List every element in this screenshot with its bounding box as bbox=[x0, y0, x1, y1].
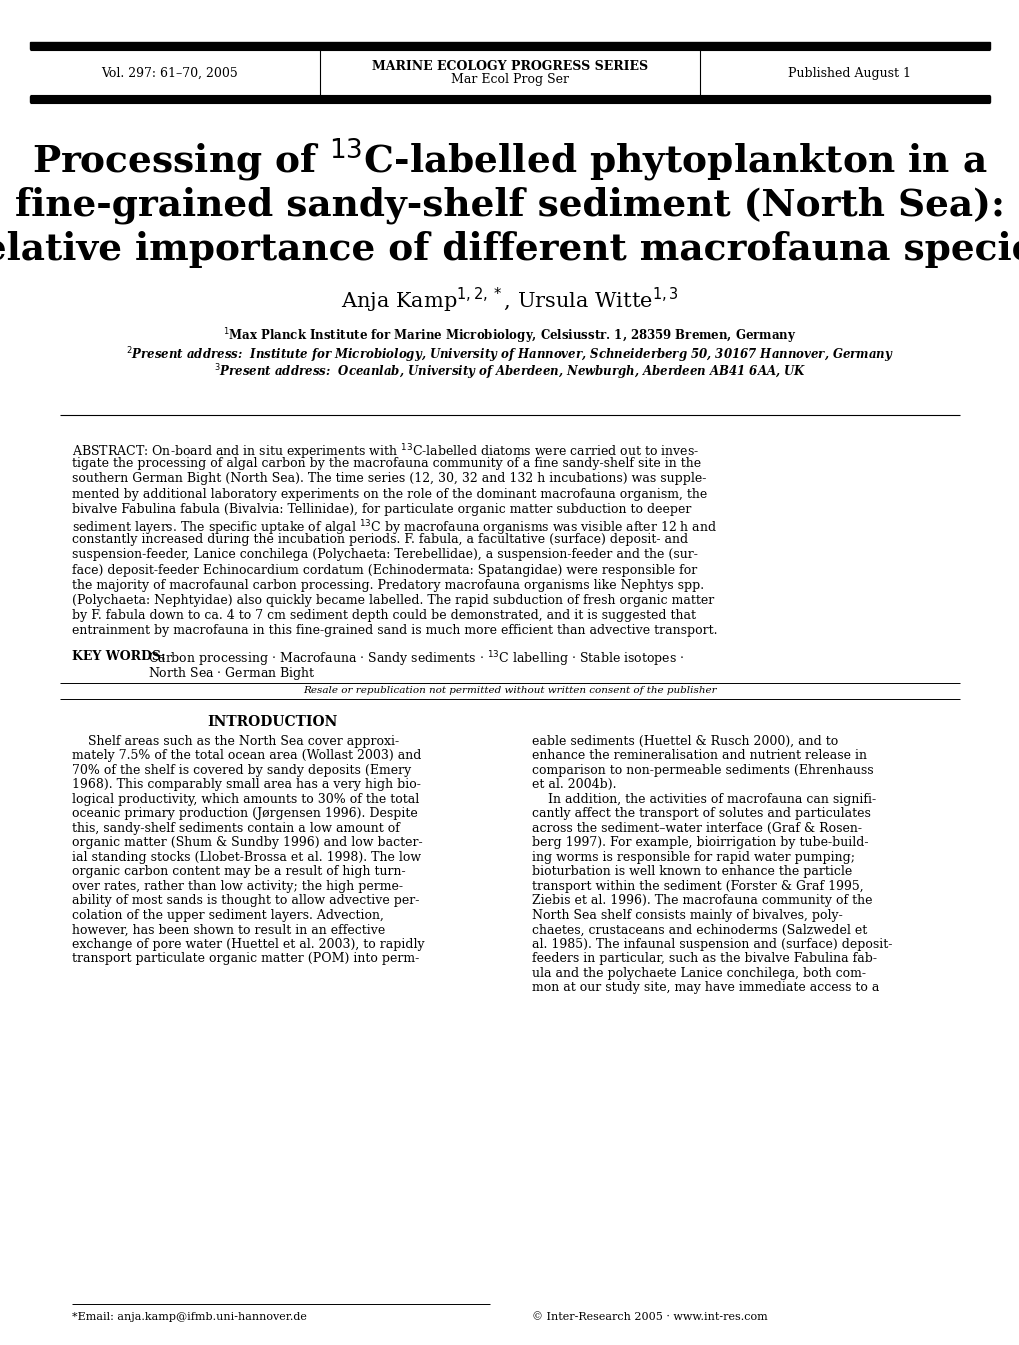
Text: Carbon processing $\cdot$ Macrofauna $\cdot$ Sandy sediments $\cdot$ $^{13}$C la: Carbon processing $\cdot$ Macrofauna $\c… bbox=[148, 650, 684, 670]
Text: sediment layers. The specific uptake of algal $^{13}$C by macrofauna organisms w: sediment layers. The specific uptake of … bbox=[72, 518, 716, 538]
Bar bbox=[30, 42, 989, 48]
Text: North Sea shelf consists mainly of bivalves, poly-: North Sea shelf consists mainly of bival… bbox=[532, 909, 842, 921]
Text: et al. 2004b).: et al. 2004b). bbox=[532, 779, 615, 791]
Text: oceanic primary production (Jørgensen 1996). Despite: oceanic primary production (Jørgensen 19… bbox=[72, 807, 418, 820]
Text: constantly increased during the incubation periods. F. fabula, a facultative (su: constantly increased during the incubati… bbox=[72, 533, 688, 546]
Text: tigate the processing of algal carbon by the macrofauna community of a fine sand: tigate the processing of algal carbon by… bbox=[72, 457, 700, 471]
Text: 70% of the shelf is covered by sandy deposits (Emery: 70% of the shelf is covered by sandy dep… bbox=[72, 764, 411, 777]
Text: ABSTRACT: On-board and in situ experiments with $^{13}$C-labelled diatoms were c: ABSTRACT: On-board and in situ experimen… bbox=[72, 443, 698, 461]
Text: transport particulate organic matter (POM) into perm-: transport particulate organic matter (PO… bbox=[72, 952, 419, 966]
Text: North Sea $\cdot$ German Bight: North Sea $\cdot$ German Bight bbox=[148, 664, 315, 682]
Text: logical productivity, which amounts to 30% of the total: logical productivity, which amounts to 3… bbox=[72, 792, 419, 806]
Text: bivalve Fabulina fabula (Bivalvia: Tellinidae), for particulate organic matter s: bivalve Fabulina fabula (Bivalvia: Telli… bbox=[72, 503, 691, 515]
Text: © Inter-Research 2005 · www.int-res.com: © Inter-Research 2005 · www.int-res.com bbox=[532, 1311, 767, 1322]
Text: KEY WORDS:: KEY WORDS: bbox=[72, 650, 165, 663]
Text: this, sandy-shelf sediments contain a low amount of: this, sandy-shelf sediments contain a lo… bbox=[72, 822, 399, 835]
Text: transport within the sediment (Forster & Graf 1995,: transport within the sediment (Forster &… bbox=[532, 880, 863, 893]
Text: organic matter (Shum & Sundby 1996) and low bacter-: organic matter (Shum & Sundby 1996) and … bbox=[72, 837, 422, 849]
Text: ing worms is responsible for rapid water pumping;: ing worms is responsible for rapid water… bbox=[532, 851, 854, 863]
Text: MARINE ECOLOGY PROGRESS SERIES: MARINE ECOLOGY PROGRESS SERIES bbox=[372, 59, 647, 73]
Text: $^{2}$Present address:  Institute for Microbiology, University of Hannover, Schn: $^{2}$Present address: Institute for Mic… bbox=[126, 346, 893, 364]
Bar bbox=[30, 95, 989, 102]
Text: *Email: anja.kamp@ifmb.uni-hannover.de: *Email: anja.kamp@ifmb.uni-hannover.de bbox=[72, 1311, 307, 1322]
Text: Mar Ecol Prog Ser: Mar Ecol Prog Ser bbox=[450, 74, 569, 86]
Text: feeders in particular, such as the bivalve Fabulina fab-: feeders in particular, such as the bival… bbox=[532, 952, 876, 966]
Text: INTRODUCTION: INTRODUCTION bbox=[207, 714, 337, 729]
Text: berg 1997). For example, bioirrigation by tube-build-: berg 1997). For example, bioirrigation b… bbox=[532, 837, 867, 849]
Text: mented by additional laboratory experiments on the role of the dominant macrofau: mented by additional laboratory experime… bbox=[72, 488, 706, 500]
Text: 1968). This comparably small area has a very high bio-: 1968). This comparably small area has a … bbox=[72, 779, 421, 791]
Text: $^{3}$Present address:  Oceanlab, University of Aberdeen, Newburgh, Aberdeen AB4: $^{3}$Present address: Oceanlab, Univers… bbox=[214, 362, 805, 382]
Text: face) deposit-feeder Echinocardium cordatum (Echinodermata: Spatangidae) were re: face) deposit-feeder Echinocardium corda… bbox=[72, 564, 697, 577]
Text: relative importance of different macrofauna species: relative importance of different macrofa… bbox=[0, 231, 1019, 269]
Text: In addition, the activities of macrofauna can signifi-: In addition, the activities of macrofaun… bbox=[532, 792, 875, 806]
Text: comparison to non-permeable sediments (Ehrenhauss: comparison to non-permeable sediments (E… bbox=[532, 764, 872, 777]
Text: cantly affect the transport of solutes and particulates: cantly affect the transport of solutes a… bbox=[532, 807, 870, 820]
Text: Ziebis et al. 1996). The macrofauna community of the: Ziebis et al. 1996). The macrofauna comm… bbox=[532, 894, 871, 908]
Text: Resale or republication not permitted without written consent of the publisher: Resale or republication not permitted wi… bbox=[303, 686, 716, 695]
Text: Vol. 297: 61–70, 2005: Vol. 297: 61–70, 2005 bbox=[102, 66, 238, 79]
Text: enhance the remineralisation and nutrient release in: enhance the remineralisation and nutrien… bbox=[532, 749, 866, 763]
Text: eable sediments (Huettel & Rusch 2000), and to: eable sediments (Huettel & Rusch 2000), … bbox=[532, 734, 838, 748]
Text: organic carbon content may be a result of high turn-: organic carbon content may be a result o… bbox=[72, 865, 406, 878]
Text: ability of most sands is thought to allow advective per-: ability of most sands is thought to allo… bbox=[72, 894, 419, 908]
Text: suspension-feeder, Lanice conchilega (Polychaeta: Terebellidae), a suspension-fe: suspension-feeder, Lanice conchilega (Po… bbox=[72, 549, 697, 561]
Text: mon at our study site, may have immediate access to a: mon at our study site, may have immediat… bbox=[532, 982, 878, 994]
Text: exchange of pore water (Huettel et al. 2003), to rapidly: exchange of pore water (Huettel et al. 2… bbox=[72, 937, 424, 951]
Text: Anja Kamp$^{1, 2, *}$, Ursula Witte$^{1, 3}$: Anja Kamp$^{1, 2, *}$, Ursula Witte$^{1,… bbox=[340, 285, 679, 315]
Text: however, has been shown to result in an effective: however, has been shown to result in an … bbox=[72, 923, 385, 936]
Text: chaetes, crustaceans and echinoderms (Salzwedel et: chaetes, crustaceans and echinoderms (Sa… bbox=[532, 923, 866, 936]
Text: bioturbation is well known to enhance the particle: bioturbation is well known to enhance th… bbox=[532, 865, 852, 878]
Text: Shelf areas such as the North Sea cover approxi-: Shelf areas such as the North Sea cover … bbox=[72, 734, 398, 748]
Text: (Polychaeta: Nephtyidae) also quickly became labelled. The rapid subduction of f: (Polychaeta: Nephtyidae) also quickly be… bbox=[72, 594, 713, 607]
Text: over rates, rather than low activity; the high perme-: over rates, rather than low activity; th… bbox=[72, 880, 403, 893]
Text: across the sediment–water interface (Graf & Rosen-: across the sediment–water interface (Gra… bbox=[532, 822, 861, 835]
Text: colation of the upper sediment layers. Advection,: colation of the upper sediment layers. A… bbox=[72, 909, 383, 921]
Text: mately 7.5% of the total ocean area (Wollast 2003) and: mately 7.5% of the total ocean area (Wol… bbox=[72, 749, 421, 763]
Text: fine-grained sandy-shelf sediment (North Sea):: fine-grained sandy-shelf sediment (North… bbox=[15, 186, 1004, 223]
Text: ula and the polychaete Lanice conchilega, both com-: ula and the polychaete Lanice conchilega… bbox=[532, 967, 865, 979]
Text: Published August 1: Published August 1 bbox=[788, 66, 911, 79]
Text: the majority of macrofaunal carbon processing. Predatory macrofauna organisms li: the majority of macrofaunal carbon proce… bbox=[72, 578, 703, 592]
Text: entrainment by macrofauna in this fine-grained sand is much more efficient than : entrainment by macrofauna in this fine-g… bbox=[72, 624, 716, 638]
Text: $^{1}$Max Planck Institute for Marine Microbiology, Celsiusstr. 1, 28359 Bremen,: $^{1}$Max Planck Institute for Marine Mi… bbox=[223, 327, 796, 346]
Text: Processing of $^{13}$C-labelled phytoplankton in a: Processing of $^{13}$C-labelled phytopla… bbox=[33, 136, 986, 183]
Text: al. 1985). The infaunal suspension and (surface) deposit-: al. 1985). The infaunal suspension and (… bbox=[532, 937, 892, 951]
Text: ial standing stocks (Llobet-Brossa et al. 1998). The low: ial standing stocks (Llobet-Brossa et al… bbox=[72, 851, 421, 863]
Text: southern German Bight (North Sea). The time series (12, 30, 32 and 132 h incubat: southern German Bight (North Sea). The t… bbox=[72, 472, 706, 486]
Text: by F. fabula down to ca. 4 to 7 cm sediment depth could be demonstrated, and it : by F. fabula down to ca. 4 to 7 cm sedim… bbox=[72, 609, 695, 623]
